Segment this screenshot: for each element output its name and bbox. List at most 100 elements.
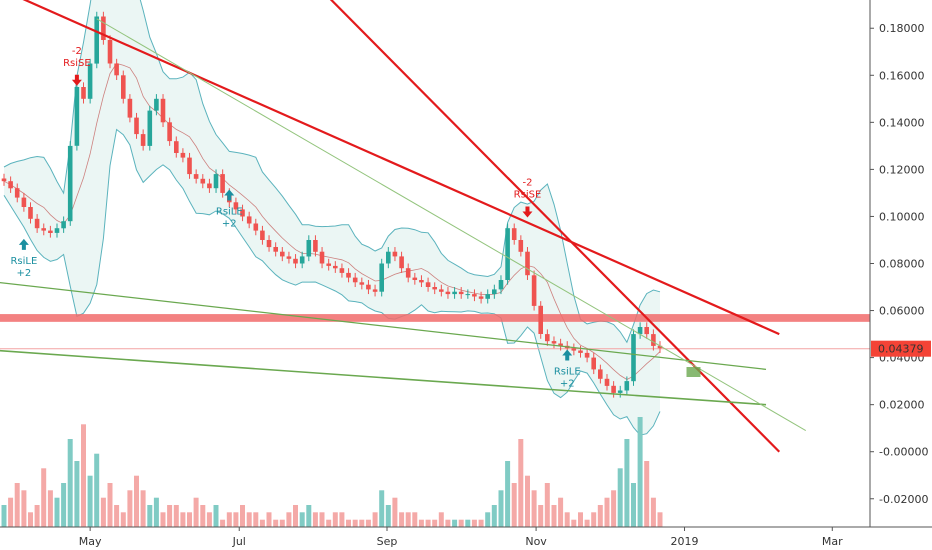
candle-body xyxy=(160,98,166,123)
candle-body xyxy=(558,343,563,346)
candle-body xyxy=(545,334,550,342)
volume-bar xyxy=(551,505,557,527)
volume-bar xyxy=(631,483,636,527)
candle xyxy=(306,235,312,262)
trendline-red-steep[interactable] xyxy=(322,0,781,453)
candle-body xyxy=(246,216,252,224)
volume-bar xyxy=(438,512,444,527)
bollinger-upper-line xyxy=(3,0,661,344)
candle-body xyxy=(127,98,133,118)
candle xyxy=(101,11,106,45)
candle xyxy=(598,364,603,384)
candle-body xyxy=(478,296,484,299)
candle-body xyxy=(657,345,663,349)
candle-body xyxy=(34,218,40,229)
y-tick-label: 0.16000 xyxy=(879,69,925,82)
candle xyxy=(485,289,490,304)
volume-bar xyxy=(458,519,464,527)
candle xyxy=(465,289,471,299)
volume-bar xyxy=(365,519,371,527)
candle-body xyxy=(631,334,636,382)
candle xyxy=(366,279,371,295)
volume-bar xyxy=(352,519,358,527)
candle xyxy=(637,322,643,339)
candle xyxy=(498,275,504,295)
volume-bar xyxy=(14,483,20,527)
candle xyxy=(160,94,166,128)
volume-bar xyxy=(644,461,650,527)
signal-marker: RsiLE+2 xyxy=(10,238,37,279)
volume-bar xyxy=(491,505,497,527)
volume-bar xyxy=(657,512,663,527)
y-tick-label: -0.02000 xyxy=(879,493,928,506)
trendlines-layer[interactable] xyxy=(0,0,807,453)
candle-body xyxy=(591,357,596,370)
bollinger-basis-line xyxy=(3,63,661,380)
volume-bar xyxy=(87,475,93,527)
candle xyxy=(419,275,424,288)
candle xyxy=(346,268,351,283)
candle xyxy=(167,117,172,146)
candle-body xyxy=(74,87,80,146)
candle xyxy=(67,141,73,226)
candle-body xyxy=(379,263,384,292)
volume-bar xyxy=(425,519,431,527)
bollinger-band-layer xyxy=(3,0,661,436)
candle-body xyxy=(67,145,73,222)
volume-bar xyxy=(240,505,245,527)
volume-bar xyxy=(173,505,179,527)
candle xyxy=(313,235,318,257)
candle-body xyxy=(571,348,577,351)
volume-layer xyxy=(1,417,663,527)
volume-bar xyxy=(127,490,133,527)
volume-bar xyxy=(1,505,7,527)
candle-body xyxy=(193,174,199,179)
volume-bar xyxy=(213,505,219,527)
trendline-green-lower[interactable] xyxy=(0,349,767,406)
candle-body xyxy=(366,284,371,290)
candle-body xyxy=(392,251,398,257)
volume-bar xyxy=(544,483,550,527)
trendline-red-long[interactable] xyxy=(4,0,780,336)
volume-bar xyxy=(326,519,332,527)
volume-bar xyxy=(538,505,544,527)
trendline-green-thin[interactable] xyxy=(96,18,807,431)
trendline-green-upper[interactable] xyxy=(0,281,767,371)
candle xyxy=(140,129,146,151)
volume-bar xyxy=(465,519,471,527)
candle-body xyxy=(299,256,305,264)
candle xyxy=(604,374,610,391)
candle-body xyxy=(200,178,206,184)
y-tick-label: 0.06000 xyxy=(879,305,925,318)
target-box[interactable] xyxy=(686,367,701,377)
x-tick-label: Jul xyxy=(232,535,246,548)
candle xyxy=(74,82,80,151)
candle xyxy=(392,247,398,262)
candle-body xyxy=(293,258,298,264)
signal-marker: RsiLE+2 xyxy=(216,189,243,230)
candle xyxy=(253,218,259,236)
volume-bar xyxy=(286,512,292,527)
y-tick-label: 0.02000 xyxy=(879,399,925,412)
candle xyxy=(220,169,225,198)
candle-body xyxy=(14,188,20,198)
volume-bar xyxy=(571,519,577,527)
candle xyxy=(584,348,590,363)
candle-body xyxy=(452,291,457,295)
volume-bar xyxy=(206,512,212,527)
candle xyxy=(154,94,159,116)
volume-bar xyxy=(41,468,47,527)
candle xyxy=(1,173,7,186)
candle-body xyxy=(333,265,338,269)
volume-bar xyxy=(597,505,603,527)
arrow-up-icon xyxy=(224,189,235,201)
candle xyxy=(293,254,298,269)
last-price-tag-text: 0.04379 xyxy=(878,343,924,356)
volume-bar xyxy=(180,512,186,527)
y-tick-label: 0.14000 xyxy=(879,116,925,129)
volume-bar xyxy=(28,512,33,527)
signal-label: RsiSE xyxy=(514,190,542,201)
